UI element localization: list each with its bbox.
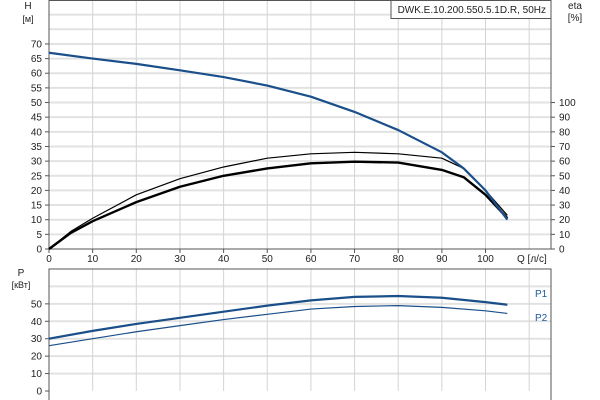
y-tick-label-left: 60 bbox=[31, 69, 43, 80]
y-axis-label-eta: eta bbox=[568, 1, 582, 12]
power-curve-p2 bbox=[48, 304, 508, 347]
y-tick-label-right: 100 bbox=[559, 98, 576, 109]
y-tick-label-right: 80 bbox=[559, 127, 571, 138]
y-tick-label: 40 bbox=[31, 317, 43, 328]
power-plot: 0 10 20 30 40 50 bbox=[31, 268, 552, 400]
y-tick-label: 10 bbox=[31, 369, 43, 380]
efficiency-curve-lower bbox=[48, 160, 509, 250]
y-tick-label-right: 10 bbox=[559, 230, 571, 241]
y-tick-label-left: 30 bbox=[31, 157, 43, 168]
y-tick-label-right: 20 bbox=[559, 215, 571, 226]
y-axis-unit-p: [кВт] bbox=[12, 280, 31, 290]
y-tick-label-right: 40 bbox=[559, 186, 571, 197]
y-axis-unit-eta: [%] bbox=[568, 13, 583, 24]
x-tick-label: 80 bbox=[393, 254, 405, 265]
x-tick-label: 70 bbox=[349, 254, 361, 265]
y-tick-label-left: 55 bbox=[31, 83, 43, 94]
y-tick-label: 0 bbox=[36, 387, 42, 398]
x-tick-label: 20 bbox=[131, 254, 143, 265]
plot-frame bbox=[48, 0, 552, 250]
y-tick-label-left: 40 bbox=[31, 127, 43, 138]
y-tick-label: 20 bbox=[31, 352, 43, 363]
y-tick-label-right: 70 bbox=[559, 142, 571, 153]
x-tick-label: 100 bbox=[477, 254, 494, 265]
y-tick-label-right: 50 bbox=[559, 171, 571, 182]
y-tick-label-left: 35 bbox=[31, 142, 43, 153]
y-tick-label-right: 30 bbox=[559, 201, 571, 212]
x-tick-label: 10 bbox=[87, 254, 99, 265]
x-tick-label: 30 bbox=[174, 254, 186, 265]
y-tick-label-left: 5 bbox=[36, 230, 42, 241]
y-tick-label-left: 20 bbox=[31, 186, 43, 197]
y-tick-label-left: 65 bbox=[31, 54, 43, 65]
x-axis-label: Q [л/с] bbox=[517, 254, 547, 265]
x-tick-label: 0 bbox=[46, 254, 52, 265]
y-tick-label-left: 15 bbox=[31, 201, 43, 212]
x-tick-label: 50 bbox=[262, 254, 274, 265]
y-axis-label-p: P bbox=[18, 268, 25, 279]
head-efficiency-plot: 0 5 10 15 20 25 30 35 40 45 50 55 60 65 70 0 10 20 30 40 50 6… bbox=[31, 0, 576, 265]
y-tick-label-left: 45 bbox=[31, 113, 43, 124]
x-tick-label: 90 bbox=[436, 254, 448, 265]
power-curve-p1 bbox=[48, 294, 508, 340]
y-tick-label-left: 50 bbox=[31, 98, 43, 109]
y-tick-label: 50 bbox=[31, 299, 43, 310]
head-curve bbox=[48, 51, 509, 221]
y-axis-unit-h: [м] bbox=[22, 14, 33, 24]
y-tick-label-left: 25 bbox=[31, 171, 43, 182]
y-tick-label-right: 90 bbox=[559, 113, 571, 124]
y-tick-label-left: 10 bbox=[31, 215, 43, 226]
legend-p2: P2 bbox=[535, 313, 548, 324]
y-tick-label-right: 60 bbox=[559, 157, 571, 168]
x-tick-label: 40 bbox=[218, 254, 230, 265]
x-tick-label: 60 bbox=[305, 254, 317, 265]
y-tick-label-left: 0 bbox=[36, 245, 42, 256]
title-box bbox=[390, 0, 552, 19]
y-tick-label-left: 70 bbox=[31, 39, 43, 50]
plot-frame bbox=[48, 268, 552, 400]
y-tick-label: 30 bbox=[31, 334, 43, 345]
y-tick-label-right: 0 bbox=[559, 245, 565, 256]
y-axis-label-h: H bbox=[24, 1, 31, 12]
chart-title: DWK.E.10.200.550.5.1D.R, 50Hz bbox=[398, 5, 546, 16]
legend-p1: P1 bbox=[535, 289, 548, 300]
